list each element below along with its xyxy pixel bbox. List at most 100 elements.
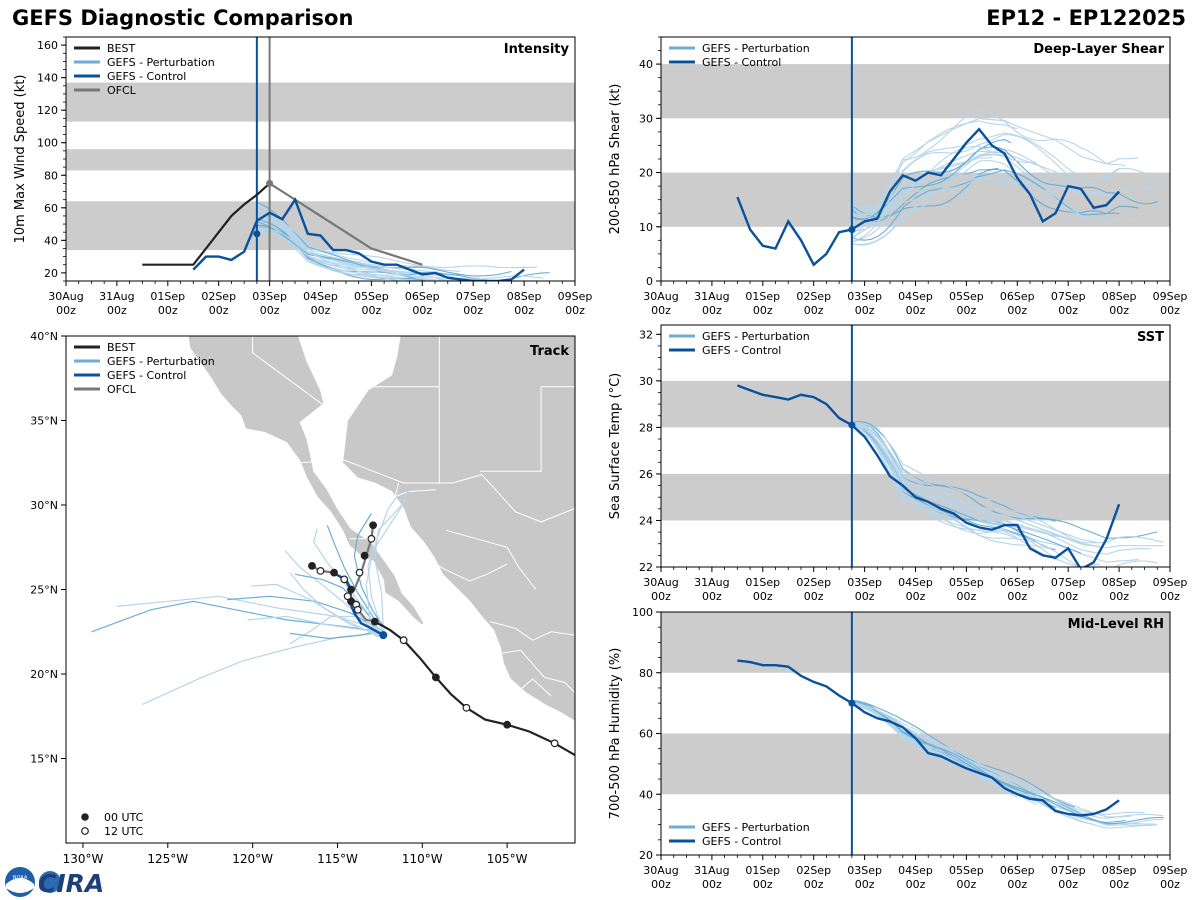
x-tick-day: 03Sep (252, 290, 287, 303)
category-band (66, 201, 575, 251)
figure-title: GEFS Diagnostic Comparison (12, 6, 354, 30)
y-tick-label: 24 (639, 514, 653, 527)
x-tick-day: 08Sep (507, 290, 542, 303)
lon-tick-label: 130°W (63, 852, 104, 866)
y-tick-label: 40 (639, 788, 653, 801)
x-tick-day: 01Sep (150, 290, 185, 303)
panel-title: Intensity (504, 42, 570, 57)
category-band (661, 380, 1170, 428)
legend-label: GEFS - Control (702, 56, 781, 69)
legend-label: 00 UTC (104, 811, 144, 824)
political-border (430, 560, 508, 582)
x-tick-hour: 00z (906, 304, 926, 317)
y-tick-label: 100 (37, 137, 58, 150)
x-tick-day: 09Sep (1153, 576, 1188, 589)
logo-area: NOAA CIRA (5, 867, 104, 898)
storm-id: EP12 - EP122025 (986, 6, 1186, 30)
x-tick-day: 02Sep (796, 864, 831, 877)
x-tick-hour: 00z (957, 878, 977, 891)
x-tick-hour: 00z (651, 304, 671, 317)
x-tick-hour: 00z (855, 590, 875, 603)
legend-label: GEFS - Perturbation (702, 821, 810, 834)
political-border (301, 458, 575, 523)
legend-label: GEFS - Control (107, 369, 186, 382)
ensemble-member-line (851, 177, 1088, 245)
track-marker-00utc (330, 568, 338, 577)
control-init-marker (848, 421, 856, 429)
control-line (192, 197, 525, 281)
x-tick-hour: 00z (753, 878, 773, 891)
y-tick-label: 30 (639, 375, 653, 388)
y-axis-label: 700-500 hPa Humidity (%) (608, 648, 623, 820)
noaa-logo-wave (6, 878, 34, 893)
panel-title: SST (1137, 330, 1164, 345)
track-marker-12utc (353, 605, 362, 614)
x-tick-day: 06Sep (1000, 864, 1035, 877)
x-tick-day: 02Sep (796, 576, 831, 589)
legend-label: OFCL (107, 84, 137, 97)
x-tick-day: 02Sep (201, 290, 236, 303)
x-tick-day: 03Sep (847, 290, 882, 303)
y-tick-label: 20 (44, 267, 58, 280)
legend-label: BEST (107, 42, 135, 55)
x-tick-day: 31Aug (694, 864, 729, 877)
lat-tick-label: 35°N (30, 415, 58, 428)
lon-tick-label: 120°W (232, 852, 273, 866)
x-tick-day: 06Sep (1000, 576, 1035, 589)
legend-label: OFCL (107, 383, 137, 396)
ensemble-member-line (256, 226, 544, 281)
ensemble-member-line (851, 169, 1139, 241)
x-tick-day: 03Sep (847, 576, 882, 589)
x-tick-day: 08Sep (1102, 864, 1137, 877)
ensemble-member-line (851, 704, 1132, 818)
panel-frame (660, 324, 1171, 568)
legend-label: GEFS - Perturbation (107, 56, 215, 69)
lon-tick-label: 105°W (487, 852, 528, 866)
political-border (480, 386, 542, 472)
control-init-marker (848, 225, 856, 233)
best-track-line (142, 182, 271, 266)
x-tick-hour: 00z (1109, 304, 1129, 317)
political-border (394, 482, 436, 498)
x-tick-day: 05Sep (949, 864, 984, 877)
political-border (252, 336, 345, 421)
x-tick-day: 05Sep (949, 290, 984, 303)
x-tick-hour: 00z (412, 304, 432, 317)
ensemble-track (247, 615, 377, 633)
x-tick-hour: 00z (906, 878, 926, 891)
x-tick-hour: 00z (804, 590, 824, 603)
track-marker-12utc (316, 567, 325, 575)
x-tick-day: 06Sep (405, 290, 440, 303)
ensemble-member-line (851, 423, 1018, 540)
ensemble-member-line (851, 699, 1164, 825)
lon-tick-label: 125°W (147, 852, 188, 866)
x-tick-day: 31Aug (694, 576, 729, 589)
lon-tick-label: 115°W (317, 852, 358, 866)
cira-globe-icon (39, 871, 61, 893)
x-tick-hour: 00z (1160, 304, 1180, 317)
ensemble-member-line (851, 423, 1101, 548)
ofcl-init-marker (266, 179, 274, 187)
x-tick-day: 07Sep (1051, 290, 1086, 303)
y-tick-label: 30 (639, 112, 653, 125)
control-line (737, 659, 1120, 817)
ensemble-member-line (851, 704, 1158, 826)
panel-rh: 2040608010030Aug00z31Aug00z01Sep00z02Sep… (608, 606, 1187, 891)
x-tick-hour: 00z (311, 304, 331, 317)
x-tick-hour: 00z (651, 590, 671, 603)
track-marker-00utc (503, 720, 512, 729)
y-tick-label: 28 (639, 421, 653, 434)
legend-label: BEST (107, 341, 135, 354)
ensemble-member-line (851, 702, 1164, 826)
x-tick-day: 04Sep (898, 864, 933, 877)
track-marker-00utc (360, 551, 369, 560)
y-tick-label: 32 (639, 328, 653, 341)
y-tick-label: 40 (44, 234, 58, 247)
x-tick-hour: 00z (158, 304, 178, 317)
ensemble-member-line (851, 109, 1126, 240)
legend-marker-00utc (81, 813, 89, 821)
x-tick-hour: 00z (463, 304, 483, 317)
ensemble-member-line (256, 225, 405, 281)
lon-tick-label: 110°W (402, 852, 443, 866)
